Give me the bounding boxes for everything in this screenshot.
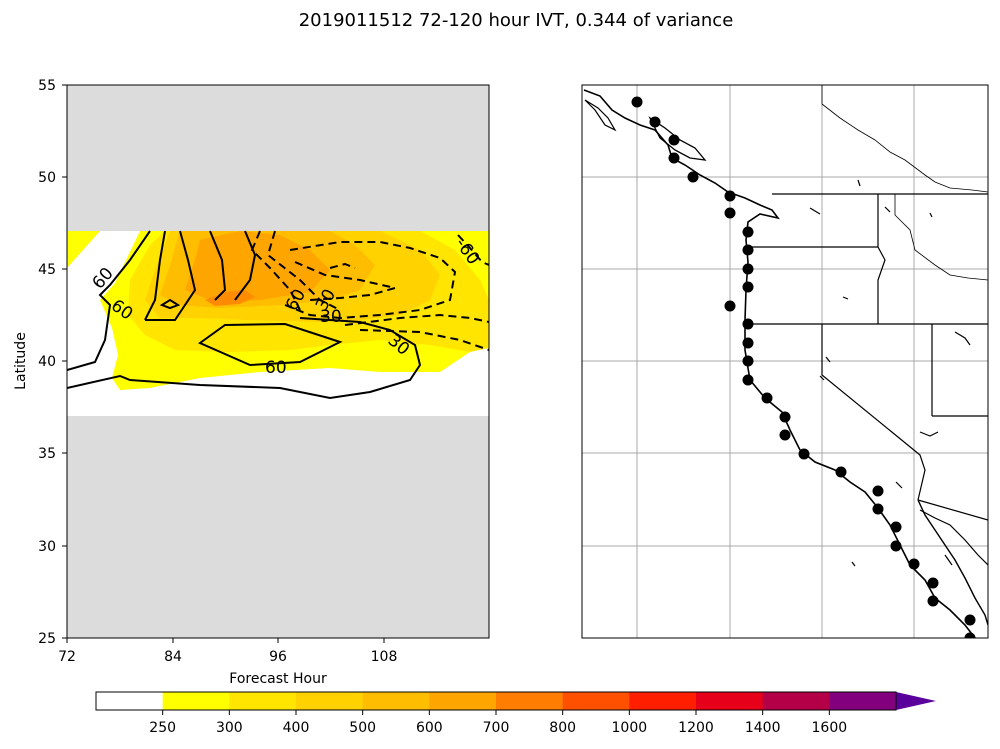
- colorbar-tick-label: 1400: [745, 720, 781, 736]
- colorbar-segment: [629, 692, 697, 710]
- contour-60-small: [159, 298, 181, 310]
- contour-neg-30-a: [250, 230, 301, 311]
- x-axis-label: Forecast Hour: [229, 671, 327, 687]
- colorbar-segment: [562, 692, 630, 710]
- contour-neg-30-right: [344, 313, 489, 326]
- contour-60-ridge-a: [144, 230, 166, 321]
- map-panel: [581, 84, 989, 639]
- contour-60-ridge-b: [145, 230, 197, 321]
- contour-neg-60-small: [329, 262, 356, 269]
- colorbar-tick-label: 800: [549, 720, 576, 736]
- colorbar-extend-arrow: [896, 692, 936, 710]
- ivt-fill-700: [205, 290, 255, 306]
- x-tick-label: 84: [164, 649, 182, 665]
- colorbar-tick-label: 400: [283, 720, 310, 736]
- ivt-filled-contours: [67, 231, 489, 390]
- gulf-coast: [919, 509, 988, 566]
- colorbar-segment: [229, 692, 297, 710]
- colorbar-tick-label: 1000: [612, 720, 648, 736]
- station-points: [631, 96, 976, 638]
- island: [648, 116, 707, 161]
- colorbar-segments: [96, 692, 897, 710]
- colorbar-ticks: 250 300 400 500 600 700 800 1000 1200 1400 1600: [149, 710, 847, 736]
- colorbar-tick-label: 1600: [812, 720, 848, 736]
- x-tick-label: 96: [269, 649, 287, 665]
- figure-title: 2019011512 72-120 hour IVT, 0.344 of var…: [299, 10, 734, 31]
- colorbar-tick-label: 250: [149, 720, 176, 736]
- colorbar-segment: [696, 692, 764, 710]
- colorbar: 250 300 400 500 600 700 800 1000 1200 1400 1600: [95, 691, 936, 736]
- y-tick-label: 40: [38, 354, 56, 370]
- missing-data-region-top: [67, 85, 489, 231]
- coastline: [583, 89, 976, 638]
- y-tick-label: 55: [38, 78, 56, 94]
- y-axis: 55 50 45 40 35 30 25: [38, 78, 67, 647]
- colorbar-segment: [829, 692, 897, 710]
- colorbar-segment: [296, 692, 364, 710]
- colorbar-tick-label: 1200: [678, 720, 714, 736]
- y-axis-label: Latitude: [13, 332, 29, 390]
- contour-label: 30: [320, 307, 342, 327]
- borders: [745, 85, 988, 521]
- x-tick-label: 72: [58, 649, 76, 665]
- lakes: [809, 179, 971, 567]
- missing-data-region-bottom: [67, 416, 489, 638]
- colorbar-tick-label: 500: [349, 720, 376, 736]
- y-tick-label: 30: [38, 539, 56, 555]
- contour-neg-60-in: [294, 261, 396, 301]
- y-tick-label: 50: [38, 170, 56, 186]
- y-tick-label: 25: [38, 631, 56, 647]
- colorbar-tick-label: 700: [483, 720, 510, 736]
- contour-60-outer: [67, 230, 151, 371]
- x-tick-label: 108: [371, 649, 398, 665]
- colorbar-segment: [429, 692, 497, 710]
- map-frame: [581, 84, 989, 639]
- contour-neg-60-top: [284, 241, 457, 320]
- baja-coast: [917, 499, 988, 626]
- colorbar-tick-label: 600: [416, 720, 443, 736]
- contour-label: 60: [265, 358, 287, 378]
- colorbar-segment: [762, 692, 830, 710]
- colorbar-segment: [496, 692, 564, 710]
- colorbar-segment: [96, 692, 164, 710]
- map-gridlines: [582, 85, 988, 638]
- y-tick-label: 35: [38, 446, 56, 462]
- left-panel: 60 60 60 30 30 -60 60 30 55 50 45 40 35 …: [13, 78, 490, 687]
- island: [584, 99, 617, 132]
- contour-neg-30-right-2: [359, 329, 489, 351]
- colorbar-tick-label: 300: [216, 720, 243, 736]
- contour-60-ellipse: [197, 322, 343, 367]
- contour-60-ridge-c: [209, 230, 227, 301]
- contour-neg-60-edge: [457, 234, 489, 266]
- contour-60-ridge-d: [234, 230, 257, 301]
- x-axis: 72 84 96 108: [58, 638, 397, 665]
- y-tick-label: 45: [38, 262, 56, 278]
- contour-lines-negative: [250, 230, 489, 351]
- contour-neg-30-b: [266, 230, 341, 311]
- colorbar-segment: [362, 692, 430, 710]
- colorbar-segment: [162, 692, 230, 710]
